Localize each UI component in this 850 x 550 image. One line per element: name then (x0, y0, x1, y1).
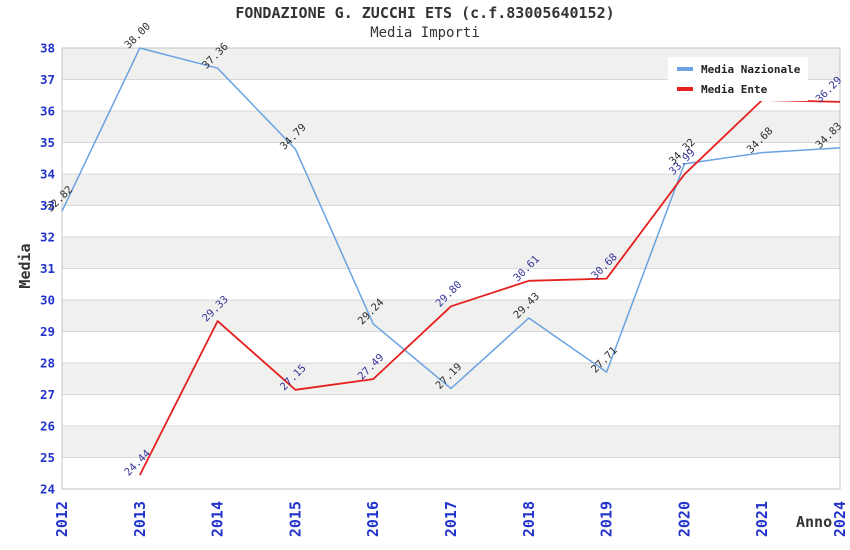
y-axis-title: Media (16, 243, 34, 289)
y-tick-label: 29 (40, 324, 55, 339)
legend-label: Media Nazionale (701, 62, 801, 76)
plot-band (62, 394, 840, 426)
x-tick-label: 2018 (520, 501, 538, 537)
plot-band (62, 142, 840, 174)
y-tick-label: 30 (40, 293, 55, 308)
y-tick-label: 37 (40, 72, 55, 87)
y-tick-label: 35 (40, 135, 55, 150)
plot-band (62, 268, 840, 300)
y-tick-label: 25 (40, 450, 55, 465)
plot-band (62, 111, 840, 143)
plot-band (62, 331, 840, 363)
legend-line-marker-red (677, 87, 693, 91)
x-tick-label: 2020 (675, 501, 693, 537)
plot-band (62, 300, 840, 332)
legend-entry-media-nazionale: Media Nazionale (668, 61, 808, 77)
x-tick-label: 2019 (598, 501, 616, 537)
x-tick-label: 2024 (831, 501, 849, 537)
y-tick-label: 24 (40, 482, 55, 497)
chart-legend: Media Nazionale Media Ente (668, 57, 808, 101)
series-line-media-ente (138, 99, 841, 476)
legend-label: Media Ente (701, 82, 768, 96)
plot-border (61, 47, 841, 490)
y-tick-label: 32 (40, 230, 55, 245)
x-tick-label: 2015 (286, 501, 304, 537)
chart-subtitle: Media Importi (370, 25, 480, 41)
y-tick-label: 28 (40, 356, 55, 371)
series-line-media-nazionale (61, 47, 841, 390)
x-tick-label: 2016 (364, 501, 382, 537)
x-tick-label: 2021 (753, 501, 771, 537)
y-tick-label: 33 (40, 198, 55, 213)
legend-line-marker-blue (677, 67, 693, 71)
x-tick-label: 2014 (209, 501, 227, 537)
plot-band (62, 174, 840, 206)
chart-title: FONDAZIONE G. ZUCCHI ETS (c.f.8300564015… (235, 4, 615, 22)
y-tick-label: 26 (40, 419, 55, 434)
x-tick-label: 2017 (442, 501, 460, 537)
x-tick-label: 2013 (131, 501, 149, 537)
y-tick-label: 36 (40, 104, 55, 119)
x-axis-title: Anno (796, 513, 833, 531)
plot-band (62, 457, 840, 489)
y-tick-label: 38 (40, 41, 55, 56)
plot-band (62, 205, 840, 237)
legend-entry-media-ente: Media Ente (668, 81, 808, 97)
plot-band (62, 426, 840, 458)
plot-band (62, 237, 840, 269)
y-tick-label: 34 (40, 167, 55, 182)
y-tick-label: 31 (40, 261, 55, 276)
y-tick-label: 27 (40, 387, 55, 402)
x-tick-label: 2012 (53, 501, 71, 537)
